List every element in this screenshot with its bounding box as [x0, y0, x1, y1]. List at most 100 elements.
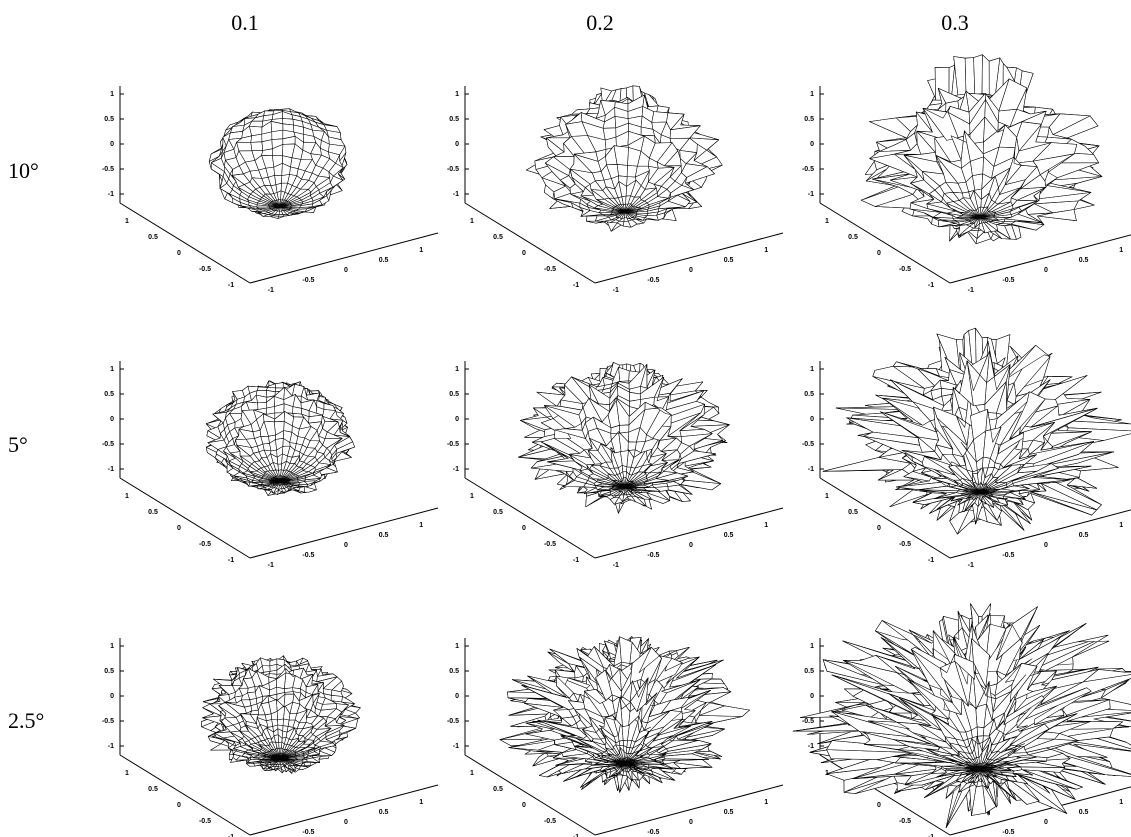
mesh-face: [274, 174, 283, 185]
x-tick-label: -0.5: [899, 541, 911, 548]
row-label: 5°: [8, 432, 28, 457]
y-tick-label: 1: [419, 522, 423, 529]
y-tick-label: -1: [268, 562, 274, 569]
z-tick-label: 1: [110, 91, 114, 98]
x-tick-label: 0: [877, 525, 881, 532]
y-axis: [249, 507, 439, 559]
y-tick-label: 0: [689, 542, 693, 549]
x-tick-label: 0.5: [493, 509, 503, 516]
y-tick-label: 0.5: [724, 532, 734, 539]
x-tick-label: 0.5: [493, 234, 503, 241]
x-tick-label: 1: [125, 493, 129, 500]
x-tick-label: -0.5: [199, 266, 211, 273]
mesh-face: [622, 471, 627, 478]
y-tick-label: -1: [968, 287, 974, 294]
y-axis: [594, 232, 784, 284]
mesh-face: [912, 215, 933, 225]
x-tick-label: -1: [928, 282, 934, 289]
x-tick-label: 0: [177, 525, 181, 532]
z-tick-label: -1: [808, 466, 814, 473]
x-tick-label: 0.5: [148, 509, 158, 516]
z-tick-label: -0.5: [802, 441, 814, 448]
z-tick-label: -0.5: [447, 166, 459, 173]
x-tick-label: -0.5: [544, 541, 556, 548]
mesh-face: [973, 54, 983, 98]
x-tick-label: -0.5: [544, 266, 556, 273]
mesh-face: [275, 382, 284, 389]
z-tick-label: 0: [455, 141, 459, 148]
panel: 10.50-0.5-110.50-0.5-1-1-0.500.51: [447, 85, 784, 294]
z-tick-label: 0: [110, 416, 114, 423]
mesh-surface: [860, 54, 1103, 244]
x-axis: [464, 477, 596, 559]
x-tick-label: 0: [877, 250, 881, 257]
y-tick-label: -1: [613, 562, 619, 569]
y-tick-label: 1: [1119, 522, 1123, 529]
y-tick-label: 1: [764, 247, 768, 254]
y-tick-label: -0.5: [302, 277, 314, 284]
mesh-surface: [208, 108, 348, 219]
y-tick-label: 0: [689, 267, 693, 274]
y-tick-label: 0.5: [1079, 257, 1089, 264]
mesh-face: [627, 135, 645, 152]
mesh-face: [278, 469, 282, 477]
mesh-face: [565, 121, 588, 137]
panel: 10.50-0.5-110.50-0.5-1-1-0.500.51: [102, 86, 439, 294]
y-tick-label: -1: [268, 287, 274, 294]
mesh-face: [236, 141, 253, 152]
z-tick-label: 0.5: [104, 116, 114, 123]
mesh-face: [981, 54, 990, 96]
y-tick-label: 0: [1044, 542, 1048, 549]
z-tick-label: -1: [108, 466, 114, 473]
y-axis: [949, 234, 1131, 284]
z-tick-label: -0.5: [802, 166, 814, 173]
z-tick-label: 0: [810, 416, 814, 423]
z-tick-label: 0.5: [449, 116, 459, 123]
y-tick-label: -1: [613, 287, 619, 294]
x-tick-label: 1: [125, 218, 129, 225]
z-tick-label: 0.5: [104, 391, 114, 398]
x-tick-label: 0: [177, 250, 181, 257]
mesh-face: [651, 111, 669, 123]
panel: 10.50-0.5-110.50-0.5-1-1-0.500.51: [447, 361, 784, 569]
panel: 10.50-0.5-110.50-0.5-1-1-0.500.51: [102, 361, 439, 569]
z-tick-label: 0.5: [804, 391, 814, 398]
mesh-face: [964, 57, 976, 98]
y-tick-label: 1: [1119, 247, 1123, 254]
row-label: 10°: [8, 158, 39, 183]
z-tick-label: -0.5: [447, 441, 459, 448]
x-tick-label: 1: [825, 218, 829, 225]
z-tick-label: -0.5: [102, 166, 114, 173]
x-tick-label: -1: [228, 282, 234, 289]
y-tick-label: 1: [764, 522, 768, 529]
x-tick-label: 1: [470, 493, 474, 500]
mesh-face: [624, 211, 628, 219]
mesh-face: [613, 145, 629, 166]
z-tick-label: 1: [810, 366, 814, 373]
y-tick-label: 0.5: [379, 257, 389, 264]
y-tick-label: 0.5: [379, 532, 389, 539]
mesh-face: [282, 136, 296, 145]
mesh-surface: [205, 380, 355, 496]
column-label: 0.3: [941, 10, 969, 35]
mesh-face: [616, 164, 628, 177]
z-tick-label: 0: [110, 141, 114, 148]
x-axis: [819, 202, 951, 284]
z-tick-label: -1: [108, 191, 114, 198]
y-tick-label: 1: [419, 247, 423, 254]
z-tick-label: -1: [453, 466, 459, 473]
x-tick-label: 0: [522, 525, 526, 532]
y-tick-label: -1: [968, 562, 974, 569]
x-tick-label: 0: [522, 250, 526, 257]
z-tick-label: 0.5: [804, 116, 814, 123]
row-label: 2.5°: [8, 708, 44, 733]
mesh-surface: [822, 327, 1131, 535]
mesh-surface: [526, 85, 723, 232]
y-tick-label: 0: [344, 267, 348, 274]
y-tick-label: 0: [1044, 267, 1048, 274]
column-label: 0.1: [231, 10, 259, 35]
mesh-face: [250, 141, 264, 151]
z-tick-label: 1: [455, 366, 459, 373]
mesh-surface: [518, 362, 730, 514]
